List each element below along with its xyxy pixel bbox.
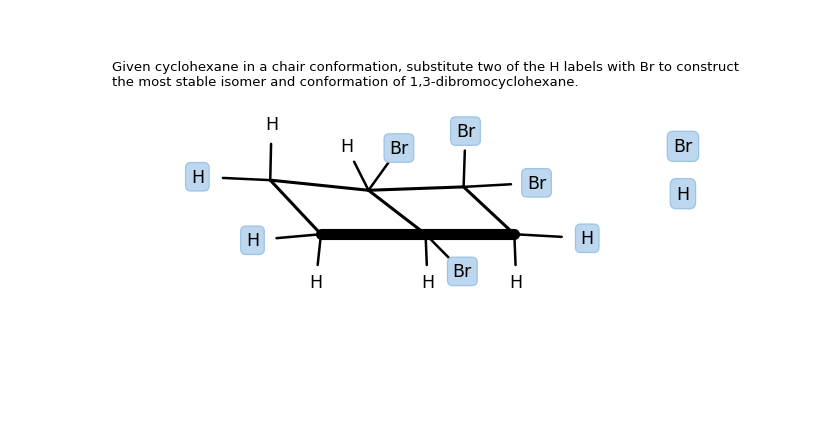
- Text: H: H: [676, 185, 690, 203]
- Text: Br: Br: [452, 263, 472, 281]
- Text: H: H: [339, 138, 353, 156]
- Text: H: H: [191, 168, 204, 186]
- Text: Br: Br: [389, 140, 408, 158]
- Text: Given cyclohexane in a chair conformation, substitute two of the H labels with B: Given cyclohexane in a chair conformatio…: [112, 61, 739, 89]
- Text: H: H: [246, 232, 259, 250]
- Text: Br: Br: [527, 174, 546, 192]
- Text: H: H: [581, 230, 594, 248]
- Text: H: H: [309, 273, 322, 291]
- Text: Br: Br: [456, 123, 475, 141]
- Text: Br: Br: [673, 138, 693, 156]
- Text: H: H: [421, 273, 434, 291]
- Text: H: H: [510, 273, 523, 291]
- Text: H: H: [265, 116, 278, 134]
